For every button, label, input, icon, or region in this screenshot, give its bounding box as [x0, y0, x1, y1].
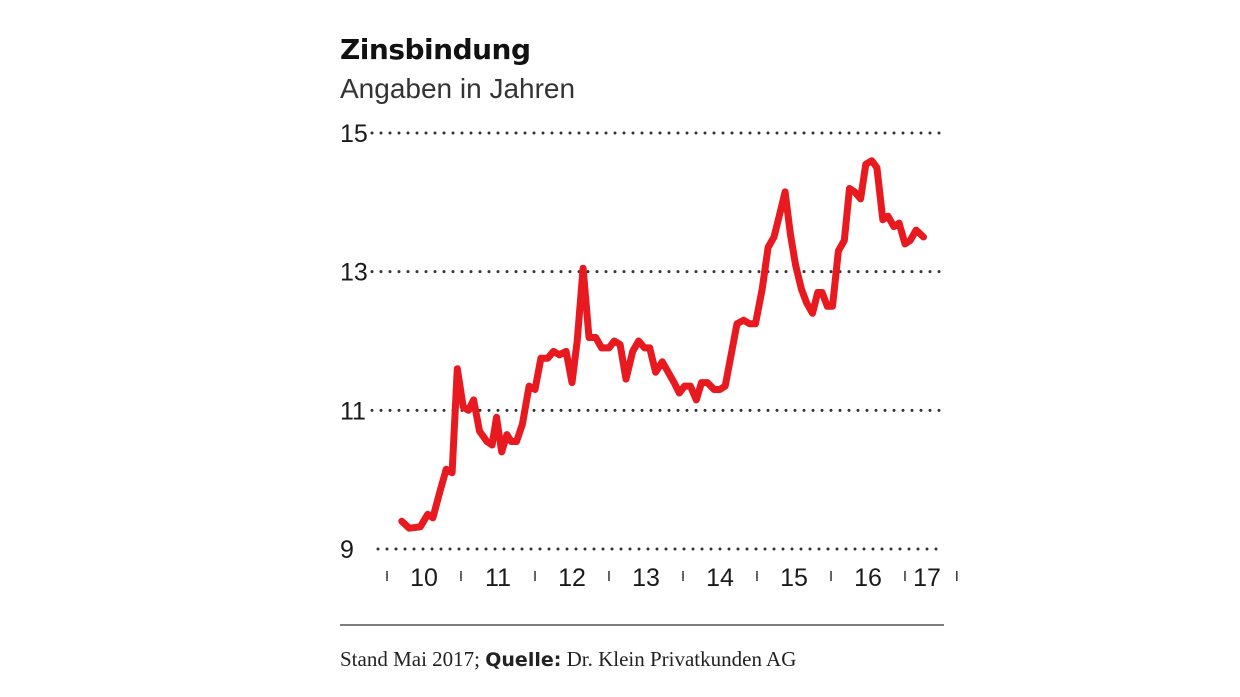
x-tick-label: 11 [485, 564, 511, 592]
grid-lines [370, 131, 946, 551]
source-date: Stand Mai 2017; [340, 647, 486, 671]
y-tick-label: 13 [340, 259, 368, 287]
y-axis-labels: 9 11 13 15 [340, 120, 368, 564]
y-tick-label: 15 [340, 120, 368, 148]
series-line [398, 157, 927, 532]
x-tick-label: 12 [558, 564, 586, 592]
x-tick-label: 14 [706, 564, 734, 592]
x-tick-label: 10 [410, 564, 438, 592]
x-tick-label: 15 [780, 564, 808, 592]
x-tick-label: 13 [632, 564, 660, 592]
series-layer [398, 157, 927, 532]
y-tick-label: 9 [340, 536, 354, 564]
source-label: Quelle: [485, 649, 562, 671]
x-axis: 10 11 12 13 14 15 16 17 [386, 564, 958, 592]
chart-subtitle: Angaben in Jahren [340, 73, 576, 104]
source-note: Stand Mai 2017; Quelle: Dr. Klein Privat… [340, 647, 796, 672]
y-tick-label: 11 [340, 397, 366, 425]
x-tick-label: 16 [854, 564, 882, 592]
chart-title: Zinsbindung [340, 33, 531, 66]
x-tick-label: 17 [913, 564, 941, 592]
source-name: Dr. Klein Privatkunden AG [561, 647, 797, 671]
